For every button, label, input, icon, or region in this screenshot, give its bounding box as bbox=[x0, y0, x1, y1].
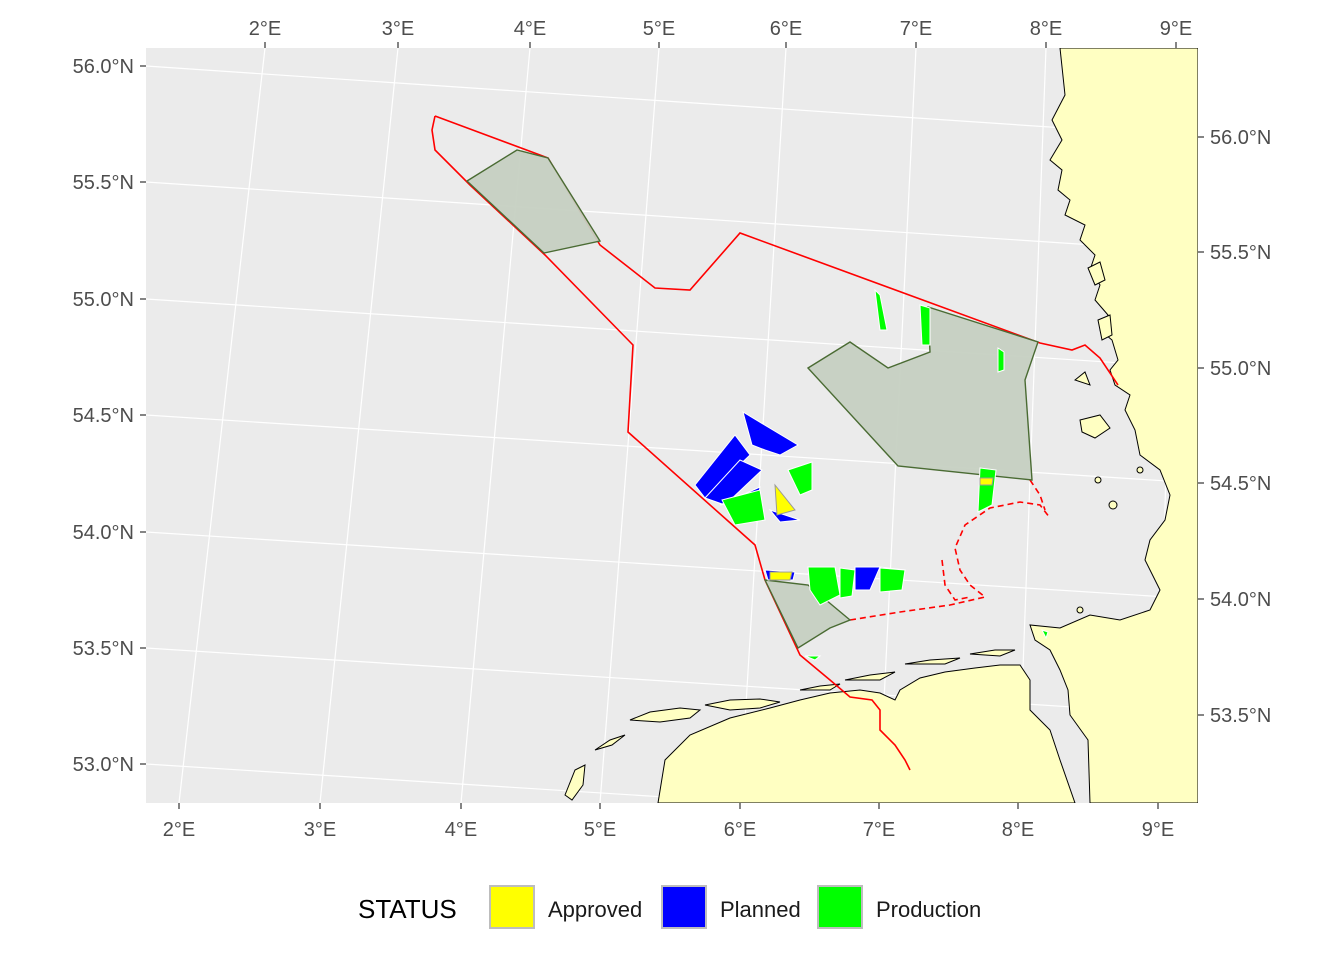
bottom-tick-label: 2°E bbox=[163, 819, 195, 841]
right-axis-labels: 56.0°N 55.5°N 55.0°N 54.5°N 54.0°N 53.5°… bbox=[1210, 127, 1271, 727]
islets bbox=[1076, 466, 1144, 614]
land-frisian-island-2 bbox=[704, 698, 781, 711]
left-tick-label: 56.0°N bbox=[73, 56, 134, 78]
approved-farm-3 bbox=[979, 477, 994, 486]
left-axis-labels: 56.0°N 55.5°N 55.0°N 54.5°N 54.0°N 53.5°… bbox=[73, 56, 134, 776]
land-sylt bbox=[1097, 314, 1113, 341]
land-amrum bbox=[1073, 371, 1091, 386]
legend-swatch-production bbox=[817, 885, 863, 929]
planned-farm-6 bbox=[854, 566, 881, 591]
top-tick-label: 6°E bbox=[770, 18, 802, 40]
left-tick-label: 53.0°N bbox=[73, 754, 134, 776]
legend-swatch-approved bbox=[489, 885, 535, 929]
approved-farm-2 bbox=[769, 571, 793, 581]
right-tick-label: 54.5°N bbox=[1210, 473, 1271, 495]
land-vlieland bbox=[594, 734, 626, 751]
legend: STATUS Approved Planned Production bbox=[358, 885, 981, 929]
production-farm-1 bbox=[874, 288, 888, 331]
top-tick-label: 8°E bbox=[1030, 18, 1062, 40]
eez-boundary-dashed bbox=[849, 501, 1051, 621]
right-tick-label: 53.5°N bbox=[1210, 705, 1271, 727]
left-tick-label: 54.0°N bbox=[73, 522, 134, 544]
land-frisian-island-6 bbox=[969, 649, 1016, 657]
windfarms-approved bbox=[769, 477, 994, 581]
production-farm-9 bbox=[879, 567, 906, 593]
production-farm-7 bbox=[807, 566, 841, 606]
top-tick-label: 9°E bbox=[1160, 18, 1192, 40]
legend-label-planned: Planned bbox=[720, 897, 801, 922]
top-tick-label: 7°E bbox=[900, 18, 932, 40]
legend-swatch-planned bbox=[661, 885, 707, 929]
approved-farm-1 bbox=[774, 483, 796, 516]
right-tick-label: 55.5°N bbox=[1210, 242, 1271, 264]
bottom-tick-label: 9°E bbox=[1142, 819, 1174, 841]
top-tick-label: 4°E bbox=[514, 18, 546, 40]
right-tick-label: 56.0°N bbox=[1210, 127, 1271, 149]
legend-title: STATUS bbox=[358, 894, 457, 924]
bottom-tick-label: 7°E bbox=[863, 819, 895, 841]
left-tick-label: 54.5°N bbox=[73, 405, 134, 427]
planned-farm-3 bbox=[742, 410, 799, 456]
production-farm-3 bbox=[997, 347, 1005, 373]
top-tick-label: 3°E bbox=[382, 18, 414, 40]
left-tick-label: 55.0°N bbox=[73, 289, 134, 311]
right-tick-label: 54.0°N bbox=[1210, 589, 1271, 611]
bottom-tick-label: 4°E bbox=[445, 819, 477, 841]
left-tick-label: 55.5°N bbox=[73, 172, 134, 194]
production-farm-11 bbox=[804, 655, 822, 661]
production-farm-10 bbox=[1041, 629, 1049, 640]
legend-label-approved: Approved bbox=[548, 897, 642, 922]
land-frisian-island-4 bbox=[844, 671, 896, 681]
land-frisian-island-1 bbox=[629, 707, 702, 723]
production-farm-6 bbox=[721, 489, 766, 526]
bottom-tick-label: 8°E bbox=[1002, 819, 1034, 841]
land-frisian-island-3 bbox=[799, 683, 841, 691]
production-farm-8 bbox=[839, 567, 856, 599]
bottom-axis-labels: 2°E 3°E 4°E 5°E 6°E 7°E 8°E 9°E bbox=[163, 819, 1174, 841]
land-romo bbox=[1087, 261, 1106, 286]
planned-farm-2 bbox=[704, 459, 763, 506]
bottom-tick-label: 3°E bbox=[304, 819, 336, 841]
land-fohr bbox=[1079, 414, 1111, 439]
axis-ticks bbox=[140, 42, 1204, 809]
land-masses bbox=[564, 48, 1198, 803]
left-tick-label: 53.5°N bbox=[73, 638, 134, 660]
windfarms-production bbox=[721, 288, 1049, 661]
land-texel bbox=[564, 764, 586, 801]
eez-boundary-dashed-2 bbox=[941, 559, 971, 601]
top-tick-label: 2°E bbox=[249, 18, 281, 40]
land-netherlands-germany-coast bbox=[657, 664, 1076, 803]
top-axis-labels: 2°E 3°E 4°E 5°E 6°E 7°E 8°E 9°E bbox=[249, 18, 1192, 40]
bottom-tick-label: 5°E bbox=[584, 819, 616, 841]
legend-label-production: Production bbox=[876, 897, 981, 922]
planned-farm-1 bbox=[694, 434, 751, 499]
right-tick-label: 55.0°N bbox=[1210, 358, 1271, 380]
land-frisian-island-5 bbox=[904, 657, 961, 665]
production-farm-5 bbox=[787, 461, 813, 496]
zone-sylt-outer-reef bbox=[806, 306, 1039, 481]
production-farm-2 bbox=[919, 304, 931, 346]
top-tick-label: 5°E bbox=[643, 18, 675, 40]
zone-borkum-riffgrund bbox=[763, 579, 852, 650]
designated-zones bbox=[465, 149, 1039, 650]
bottom-tick-label: 6°E bbox=[724, 819, 756, 841]
zone-doggerbank bbox=[465, 149, 602, 254]
land-denmark-germany bbox=[1029, 48, 1198, 803]
